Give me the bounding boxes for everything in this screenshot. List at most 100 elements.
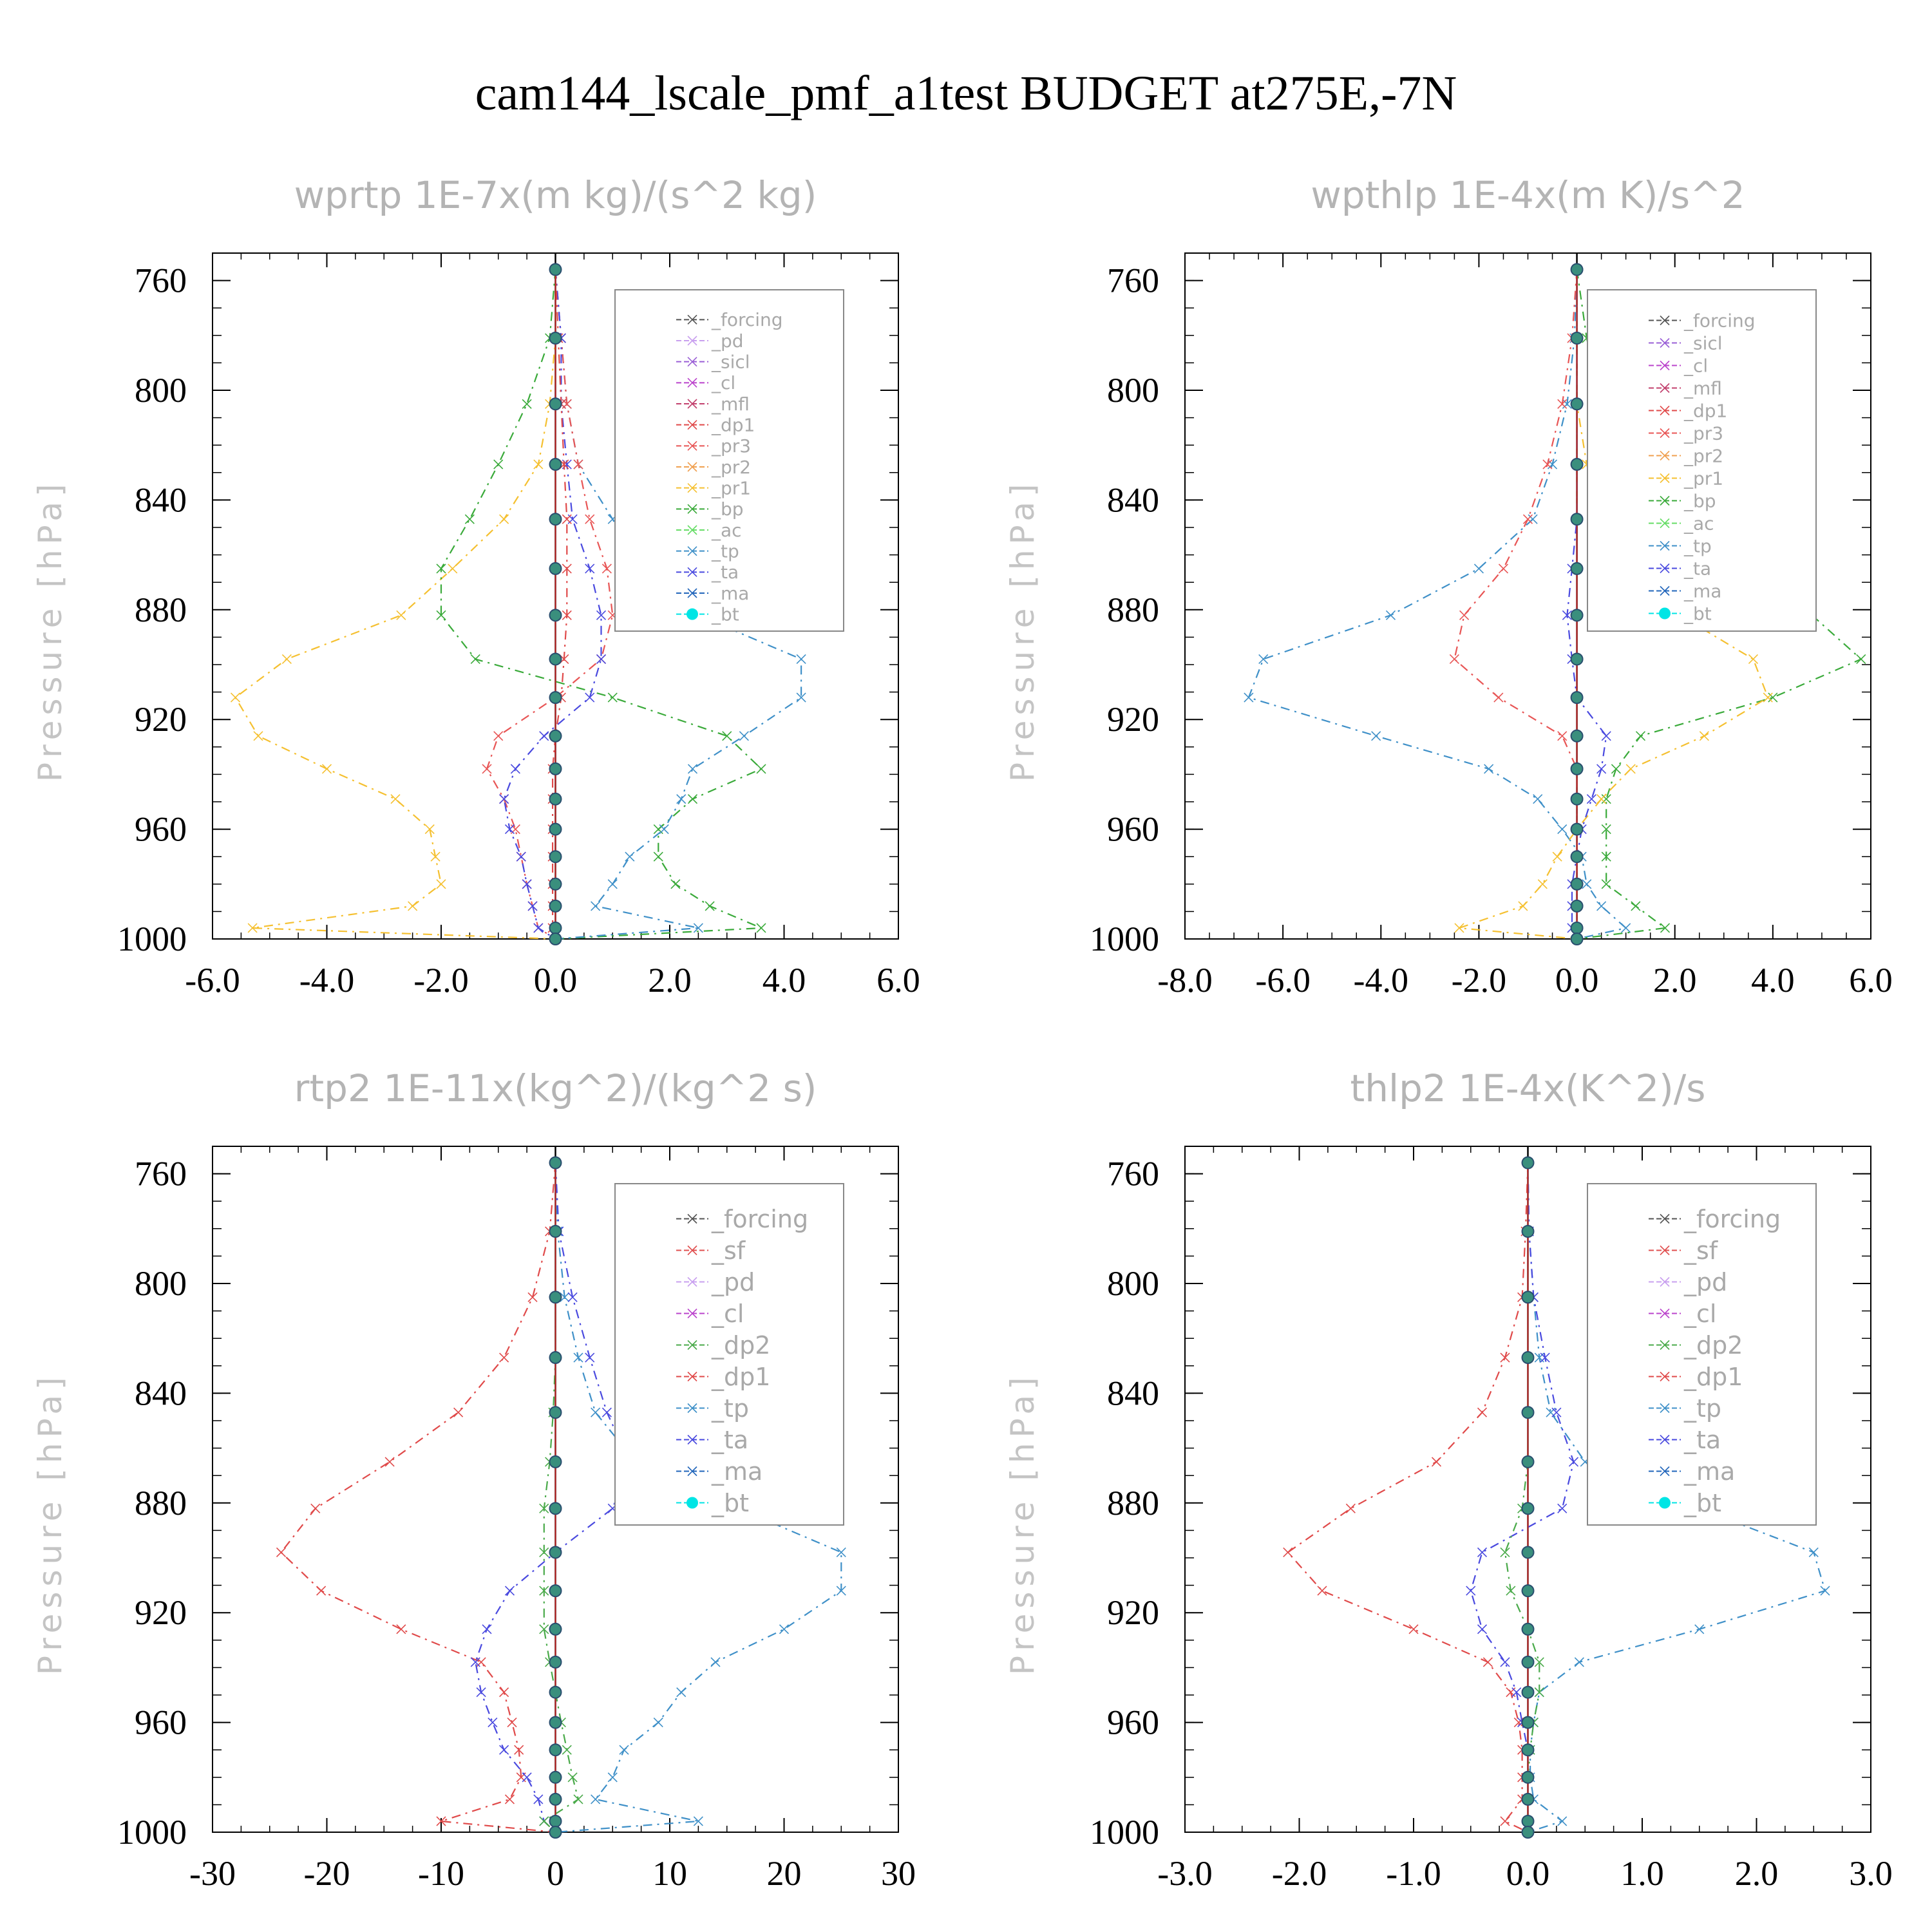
data-point-pr3 [1557, 399, 1567, 409]
legend-marker [1660, 1308, 1670, 1319]
data-point-pr1 [436, 879, 446, 889]
x-tick-label: -30 [189, 1854, 236, 1893]
data-point-bt [549, 762, 562, 775]
legend-marker [687, 420, 697, 430]
data-point-bt [549, 397, 562, 411]
data-point-ta [476, 1687, 486, 1698]
data-point-dp1 [396, 1624, 406, 1634]
x-tick-label: 0.0 [534, 961, 578, 999]
data-point-dp1 [1283, 1547, 1293, 1558]
legend-marker [1659, 1497, 1671, 1509]
legend-marker [687, 1434, 697, 1445]
series-ta [470, 1157, 635, 1837]
data-point-bt [1570, 921, 1584, 934]
data-point-dp1 [562, 514, 572, 524]
legend-marker [1660, 360, 1670, 371]
data-point-pr1 [321, 764, 332, 774]
series-ta [499, 264, 607, 944]
data-point-tp [1582, 879, 1592, 889]
y-tick-label: 960 [1107, 1703, 1159, 1742]
legend-marker [1660, 1466, 1670, 1477]
data-point-bp [1768, 692, 1778, 703]
data-point-dp2 [539, 1547, 549, 1558]
data-point-bt [549, 691, 562, 705]
data-point-tp [796, 692, 806, 703]
y-tick-label: 880 [1107, 591, 1159, 629]
y-tick-label: 880 [1107, 1484, 1159, 1522]
legend-entry: _pd [1683, 1268, 1727, 1296]
legend-marker [1660, 1371, 1670, 1382]
series-line-ta [475, 1162, 631, 1833]
data-point-tp [836, 1547, 846, 1558]
legend-entry: _pr2 [1683, 445, 1723, 466]
x-tick-label: -6.0 [185, 961, 240, 999]
data-point-tp [710, 1657, 721, 1667]
data-point-tp [1557, 824, 1567, 835]
data-point-dp2 [1500, 1547, 1510, 1558]
legend-marker [687, 546, 697, 556]
data-point-pr3 [573, 459, 583, 469]
legend-entry: _dp2 [711, 1331, 770, 1359]
legend-marker [687, 608, 698, 620]
data-point-ta [1562, 610, 1572, 620]
data-point-bt [1570, 691, 1584, 705]
data-point-bt [549, 652, 562, 666]
data-point-bt [1521, 1502, 1535, 1515]
legend-marker [687, 357, 697, 367]
chart-panel-1: wprtp 1E-7x(m kg)/(s^2 kg) Pressure [hPa]… [32, 173, 920, 999]
data-point-bt [549, 1792, 562, 1806]
data-point-bp [1635, 731, 1646, 741]
legend-marker [687, 1371, 697, 1382]
series-dp1 [276, 1157, 561, 1837]
data-point-bt [1521, 1584, 1535, 1598]
y-tick-label: 1000 [117, 920, 187, 958]
data-point-bt [1570, 729, 1584, 743]
data-point-bt [1570, 513, 1584, 526]
data-point-bt [549, 1351, 562, 1365]
legend-entry: _dp2 [1683, 1331, 1743, 1359]
data-point-ta [522, 1772, 532, 1783]
legend-entry: _bt [1683, 1489, 1721, 1517]
data-point-bt [549, 513, 562, 526]
legend-marker [1659, 607, 1671, 620]
x-tick-label: 20 [767, 1854, 802, 1893]
series-dp2 [539, 1157, 583, 1837]
data-point-bt [549, 1291, 562, 1304]
data-point-tp [1621, 923, 1631, 933]
legend-marker [687, 1497, 698, 1509]
x-tick-label: 2.0 [1735, 1854, 1779, 1893]
y-tick-label: 960 [135, 810, 187, 849]
series-line-tp [1247, 269, 1627, 940]
data-point-bp [1660, 923, 1671, 933]
data-point-pr1 [253, 731, 263, 741]
data-point-bt [1570, 609, 1584, 622]
data-point-ta [504, 1586, 515, 1596]
legend-entry: _ac [711, 520, 742, 541]
y-tick-label: 1000 [117, 1813, 187, 1852]
data-point-tp [573, 1352, 583, 1363]
data-point-tp [1820, 1586, 1830, 1596]
data-point-pr1 [1552, 851, 1562, 862]
data-point-tp [607, 879, 618, 889]
data-point-bt [1521, 1826, 1535, 1839]
legend-entry: _cl [1683, 355, 1708, 376]
data-point-ta [533, 1794, 544, 1804]
data-point-pr1 [230, 692, 241, 703]
legend-entry: _dp1 [711, 1363, 770, 1391]
data-point-ta [1540, 1352, 1550, 1363]
data-point-bt [549, 1685, 562, 1699]
series-dp2 [1500, 1157, 1544, 1837]
data-point-ta [1466, 1586, 1476, 1596]
legend-entry: _sicl [1683, 332, 1723, 354]
data-point-bp [1601, 879, 1611, 889]
data-point-bp [1631, 901, 1641, 911]
data-point-dp2 [567, 1772, 578, 1783]
legend-marker [1660, 1213, 1670, 1224]
legend-marker [687, 1276, 697, 1287]
data-point-bt [1521, 1291, 1535, 1304]
x-tick-label: 4.0 [762, 961, 806, 999]
chart-panels: wprtp 1E-7x(m kg)/(s^2 kg) Pressure [hPa]… [32, 173, 1893, 1893]
data-point-bp [756, 923, 766, 933]
data-point-dp1 [1431, 1457, 1442, 1467]
data-point-tp [1596, 901, 1607, 911]
